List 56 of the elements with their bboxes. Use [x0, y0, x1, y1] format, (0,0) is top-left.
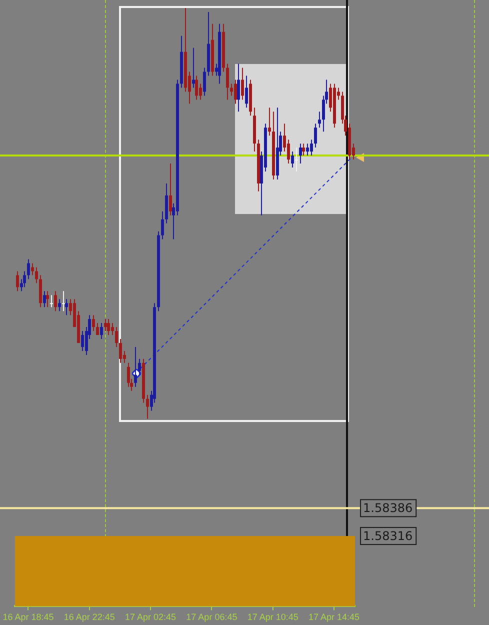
candlestick [111, 322, 114, 336]
candlestick [46, 290, 49, 308]
candlestick [127, 362, 130, 388]
candlestick [234, 79, 237, 104]
x-tick-label: 16 Apr 22:45 [64, 612, 115, 622]
candlestick [92, 314, 95, 332]
candlestick [268, 107, 271, 136]
candlestick [306, 143, 309, 156]
candlestick [165, 182, 168, 224]
candlestick [119, 338, 122, 364]
candlestick [230, 83, 233, 96]
candlestick [287, 139, 290, 164]
candlestick [318, 111, 321, 128]
candlestick [62, 290, 65, 312]
candlestick [58, 298, 61, 312]
x-tick-label: 17 Apr 10:45 [247, 612, 298, 622]
candlestick [192, 47, 195, 88]
y-tick-label: 1.58386 [363, 501, 413, 516]
x-tick-label: 17 Apr 14:45 [308, 612, 360, 622]
candlestick [199, 83, 202, 100]
x-tick-label: 16 Apr 18:45 [2, 612, 54, 622]
x-tick-label: 17 Apr 06:45 [186, 612, 238, 622]
candlestick [195, 75, 198, 100]
candlestick [310, 139, 313, 156]
y-tick-label: 1.58316 [363, 529, 413, 544]
candlestick [203, 67, 206, 96]
candlestick [39, 274, 42, 308]
candlestick [104, 318, 107, 332]
candlestick [169, 163, 172, 216]
candlestick [65, 298, 68, 316]
candlestick [50, 294, 53, 308]
candlestick [299, 143, 302, 164]
candlestick [81, 330, 84, 352]
candlestick [241, 67, 244, 100]
candlestick [23, 270, 26, 288]
candlestick [245, 75, 248, 108]
candlestick [31, 262, 34, 276]
candlestick [314, 123, 317, 148]
candlestick [100, 322, 103, 340]
candlestick [43, 290, 46, 308]
candlestick [27, 258, 30, 280]
candlestick [295, 147, 298, 172]
candlestick [115, 326, 118, 348]
candlestick [226, 63, 229, 100]
candlestick [54, 290, 57, 312]
candlestick [35, 266, 38, 284]
candlestick [302, 143, 305, 156]
candlestick [291, 151, 294, 168]
candlestick [134, 346, 137, 388]
candlestick [107, 318, 110, 336]
x-tick-label: 17 Apr 02:45 [125, 612, 176, 622]
candlestick [16, 270, 19, 292]
candlestick [161, 210, 164, 240]
candlestick [237, 63, 240, 112]
candlestick [138, 358, 141, 376]
candlestick [146, 394, 149, 420]
